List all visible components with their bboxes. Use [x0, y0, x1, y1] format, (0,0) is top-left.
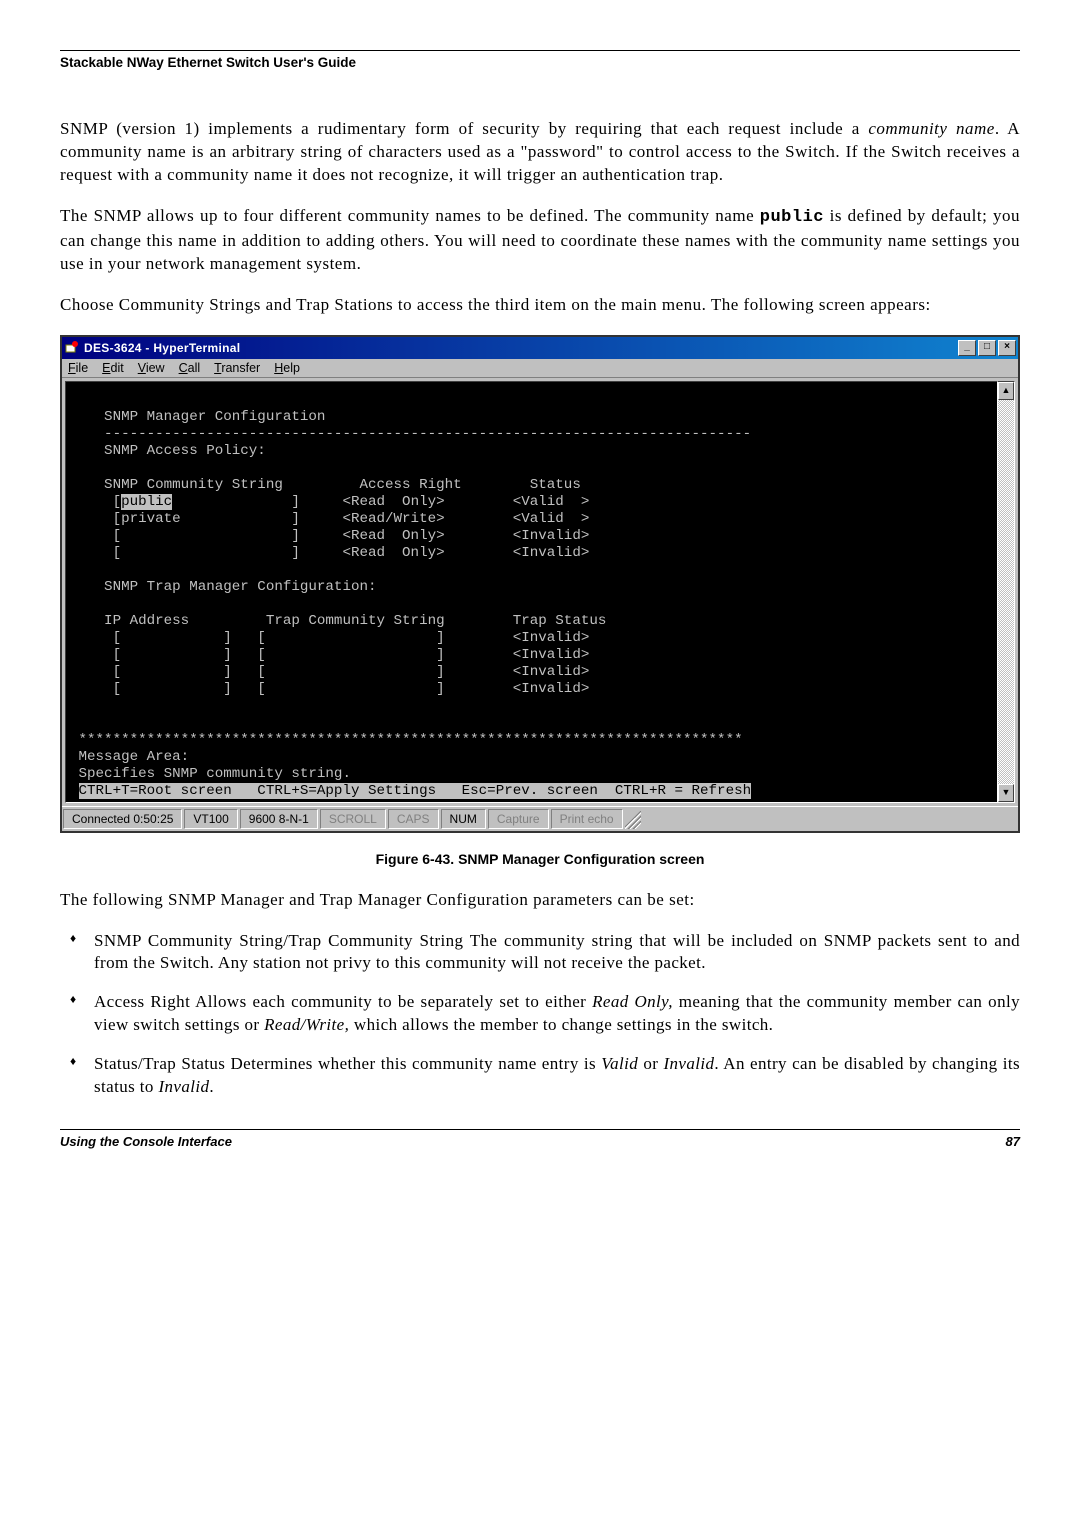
footer-left: Using the Console Interface	[60, 1134, 232, 1149]
app-icon	[64, 340, 80, 356]
menu-transfer[interactable]: Transfer	[214, 361, 260, 375]
menu-view[interactable]: View	[138, 361, 165, 375]
vertical-scrollbar[interactable]: ▲ ▼	[998, 381, 1015, 803]
menu-help[interactable]: Help	[274, 361, 300, 375]
term-text-2: ] <Read Only> <Valid > [private ] <Read/…	[70, 494, 743, 799]
resize-grip[interactable]	[625, 811, 641, 829]
menu-call[interactable]: Call	[179, 361, 201, 375]
b3-d: Invalid	[663, 1054, 714, 1073]
b3-f: Invalid	[158, 1077, 209, 1096]
b2-a: Access Right Allows each community to be…	[94, 992, 592, 1011]
paragraph-2: The SNMP allows up to four different com…	[60, 205, 1020, 276]
b2-e: which allows the member to change settin…	[349, 1015, 773, 1034]
bullet-2: Access Right Allows each community to be…	[60, 991, 1020, 1037]
minimize-button[interactable]: _	[958, 340, 976, 356]
footer-rule	[60, 1129, 1020, 1130]
status-settings: 9600 8-N-1	[240, 809, 318, 829]
footer-page-number: 87	[1006, 1134, 1020, 1149]
status-connected: Connected 0:50:25	[63, 809, 182, 829]
status-num: NUM	[441, 809, 486, 829]
bullet-1: SNMP Community String/Trap Community Str…	[60, 930, 1020, 976]
term-highlight-public: public	[121, 494, 172, 510]
status-scroll: SCROLL	[320, 809, 386, 829]
p3-text-a: Choose Community Strings and Trap Statio…	[60, 295, 931, 314]
b3-b: Valid	[601, 1054, 638, 1073]
paragraph-1: SNMP (version 1) implements a rudimentar…	[60, 118, 1020, 187]
status-printecho: Print echo	[551, 809, 623, 829]
p2-text-b: public	[760, 208, 824, 227]
scroll-down-button[interactable]: ▼	[998, 784, 1014, 802]
menu-file[interactable]: File	[68, 361, 88, 375]
figure-caption: Figure 6-43. SNMP Manager Configuration …	[60, 851, 1020, 867]
titlebar-title: DES-3624 - HyperTerminal	[84, 341, 958, 355]
paragraph-3: Choose Community Strings and Trap Statio…	[60, 294, 1020, 317]
scroll-track[interactable]	[998, 400, 1014, 784]
header-rule	[60, 50, 1020, 51]
terminal-body-wrap: SNMP Manager Configuration -------------…	[62, 378, 1018, 806]
p2-text-a: The SNMP allows up to four different com…	[60, 206, 760, 225]
scroll-up-button[interactable]: ▲	[998, 382, 1014, 400]
b2-d: Read/Write,	[264, 1015, 349, 1034]
footer: Using the Console Interface 87	[60, 1134, 1020, 1149]
b3-a: Status/Trap Status Determines whether th…	[94, 1054, 601, 1073]
menu-edit[interactable]: Edit	[102, 361, 124, 375]
bullet-list: SNMP Community String/Trap Community Str…	[60, 930, 1020, 1100]
status-caps: CAPS	[388, 809, 439, 829]
paragraph-4: The following SNMP Manager and Trap Mana…	[60, 889, 1020, 912]
status-emulation: VT100	[184, 809, 237, 829]
p1-text-a: SNMP (version 1) implements a rudimentar…	[60, 119, 868, 138]
hyperterminal-window: DES-3624 - HyperTerminal _ □ × File Edit…	[60, 335, 1020, 833]
titlebar[interactable]: DES-3624 - HyperTerminal _ □ ×	[62, 337, 1018, 359]
menubar: File Edit View Call Transfer Help	[62, 359, 1018, 378]
bullet-3: Status/Trap Status Determines whether th…	[60, 1053, 1020, 1099]
term-highlight-hotkeys: CTRL+T=Root screen CTRL+S=Apply Settings…	[79, 783, 752, 799]
b1-text: SNMP Community String/Trap Community Str…	[94, 931, 1020, 973]
maximize-button[interactable]: □	[978, 340, 996, 356]
statusbar: Connected 0:50:25 VT100 9600 8-N-1 SCROL…	[62, 806, 1018, 831]
p1-text-b: community name	[868, 119, 995, 138]
header-guide-title: Stackable NWay Ethernet Switch User's Gu…	[60, 55, 1020, 70]
close-button[interactable]: ×	[998, 340, 1016, 356]
terminal-body[interactable]: SNMP Manager Configuration -------------…	[65, 381, 998, 803]
b2-b: Read Only,	[592, 992, 673, 1011]
titlebar-buttons: _ □ ×	[958, 340, 1016, 356]
b3-g: .	[209, 1077, 214, 1096]
status-capture: Capture	[488, 809, 549, 829]
b3-c: or	[638, 1054, 663, 1073]
